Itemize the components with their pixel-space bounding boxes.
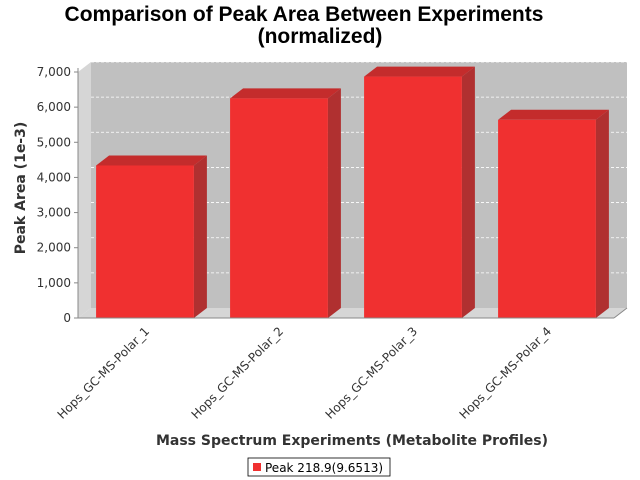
plot-left-wall	[78, 62, 91, 318]
legend-box	[247, 457, 391, 477]
bar-side	[595, 109, 609, 319]
axes	[74, 68, 628, 319]
y-tick-label: 5,000	[37, 135, 71, 149]
bar	[498, 109, 609, 319]
bar	[230, 88, 341, 318]
bar-front	[230, 98, 328, 318]
chart-title: Comparison of Peak Area Between Experime…	[65, 3, 544, 26]
x-tick-label: Hops_GC-MS-Polar_3	[323, 324, 421, 422]
x-tick-label: Hops_GC-MS-Polar_1	[55, 324, 153, 422]
bar-side	[193, 155, 207, 318]
bar	[364, 66, 475, 318]
bar-front	[364, 76, 462, 318]
bar-top	[364, 66, 475, 77]
x-axis-label: Mass Spectrum Experiments (Metabolite Pr…	[156, 433, 548, 449]
floor-edge-line	[613, 307, 628, 319]
y-tick-labels: 0 1,000 2,000 3,000 4,000 5,000 6,000 7,000	[37, 65, 71, 325]
y-tick-label: 3,000	[37, 206, 71, 220]
y-tick-label: 2,000	[37, 241, 71, 255]
y-axis-label: Peak Area (1e-3)	[13, 122, 29, 255]
y-tick-label: 0	[63, 311, 71, 325]
plot-floor	[78, 308, 627, 318]
legend-label: Peak 218.9(9.6513)	[265, 461, 383, 475]
bars	[96, 66, 609, 319]
x-tick-labels: Hops_GC-MS-Polar_1 Hops_GC-MS-Polar_2 Hops…	[55, 324, 555, 422]
bar-side	[327, 88, 341, 318]
bar	[96, 155, 207, 318]
legend-swatch	[253, 463, 261, 471]
x-tick-label: Hops_GC-MS-Polar_4	[457, 324, 555, 422]
y-tick-label: 4,000	[37, 170, 71, 184]
bar-front	[96, 165, 194, 318]
y-tick-label: 1,000	[37, 276, 71, 290]
bar-top	[96, 155, 207, 166]
bar-side	[461, 66, 475, 318]
legend: Peak 218.9(9.6513)	[247, 457, 391, 477]
y-tick-label: 7,000	[37, 65, 71, 79]
chart-subtitle: (normalized)	[258, 25, 383, 48]
bar-front	[498, 119, 596, 319]
y-tick-label: 6,000	[37, 100, 71, 114]
x-tick-label: Hops_GC-MS-Polar_2	[189, 324, 287, 422]
bar-top	[498, 109, 609, 120]
bar-top	[230, 88, 341, 99]
